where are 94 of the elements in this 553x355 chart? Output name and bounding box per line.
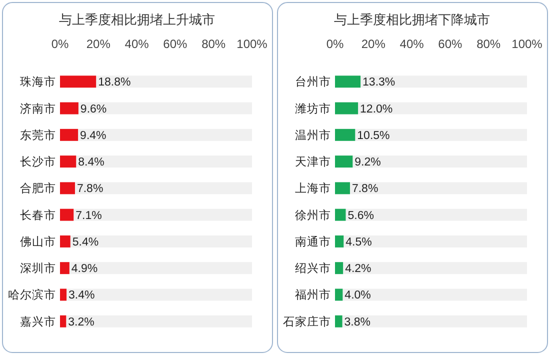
bar [343,262,527,274]
data-label: 4.0% [344,290,371,302]
bar [60,315,66,328]
bar [355,128,527,141]
data-label: 4.5% [346,236,372,248]
y-tick-label: 长沙市 [20,154,56,169]
bar [60,156,76,168]
y-tick-label: 石家庄市 [283,314,331,328]
bar [60,76,96,88]
bar [352,156,527,168]
bar [335,235,344,248]
x-tick-label: 40% [400,37,424,51]
data-label: 9.2% [354,156,381,169]
y-tick-label: 绍兴市 [295,261,331,276]
bar [342,315,527,328]
bar [70,235,252,248]
data-label: 3.4% [68,290,95,302]
y-tick-label: 台州市 [295,74,331,89]
data-label: 4.2% [345,263,372,276]
bar [66,288,252,301]
bar [335,262,344,274]
data-label: 7.1% [76,210,102,222]
bar [74,182,252,194]
bar [335,182,350,194]
x-tick-label: 60% [438,37,463,51]
bar [335,208,346,221]
bar [78,128,252,141]
data-label: 10.5% [357,130,390,142]
x-tick-label: 0% [326,37,344,51]
x-tick-label: 0% [51,37,69,51]
bar [335,156,353,168]
data-label: 3.2% [68,316,94,328]
x-tick-label: 20% [86,37,111,51]
bar [350,182,527,194]
data-label: 3.8% [344,316,371,328]
y-tick-label: 上海市 [295,181,331,196]
y-tick-label: 长春市 [20,208,56,222]
bar [335,128,356,141]
x-tick-label: 100% [236,37,268,51]
y-tick-label: 福州市 [295,288,331,302]
x-tick-label: 100% [512,37,543,51]
y-tick-label: 合肥市 [20,181,56,196]
bar [60,128,78,141]
data-label: 7.8% [352,183,378,196]
bar [74,208,252,221]
x-tick-label: 20% [361,37,386,51]
data-label: 7.8% [76,183,104,196]
x-tick-label: 80% [476,37,501,51]
chart-title: 与上季度相比拥堵下降城市 [334,12,490,27]
bar [60,235,70,248]
y-tick-label: 温州市 [295,128,331,142]
x-tick-label: 80% [202,37,226,51]
bar [60,208,74,221]
data-label: 9.6% [80,103,107,116]
y-tick-label: 天津市 [295,154,331,169]
y-tick-label: 哈尔滨市 [8,288,56,302]
bar [66,315,252,328]
bar [360,76,527,88]
bar [335,76,361,88]
bar [60,102,78,114]
y-tick-label: 南通市 [295,234,331,248]
data-label: 4.9% [71,263,98,276]
bar [342,288,527,301]
x-tick-label: 60% [163,37,188,51]
bar [358,102,527,114]
chart-title: 与上季度相比拥堵上升城市 [59,12,215,27]
bar [60,262,70,274]
data-label: 12.0% [360,103,393,116]
bar [335,102,358,114]
data-label: 13.3% [362,76,396,89]
data-label: 18.8% [98,76,131,89]
y-tick-label: 深圳市 [20,261,56,276]
y-tick-label: 东莞市 [20,128,56,142]
y-tick-label: 徐州市 [295,208,331,222]
data-label: 8.4% [78,156,104,169]
y-tick-label: 佛山市 [20,234,56,248]
bar [60,182,75,194]
bar [76,156,252,168]
bar [346,208,527,221]
y-tick-label: 嘉兴市 [20,314,56,328]
bar [60,288,67,301]
bar [344,235,527,248]
bar [335,315,342,328]
x-tick-label: 40% [124,37,150,51]
bar [335,288,343,301]
y-tick-label: 珠海市 [20,74,56,89]
data-label: 5.4% [72,236,99,248]
data-label: 9.4% [80,130,106,142]
bar [69,262,252,274]
y-tick-label: 济南市 [20,101,56,116]
data-label: 5.6% [348,210,374,222]
bar [96,76,252,88]
bar [78,102,252,114]
y-tick-label: 潍坊市 [295,101,331,116]
